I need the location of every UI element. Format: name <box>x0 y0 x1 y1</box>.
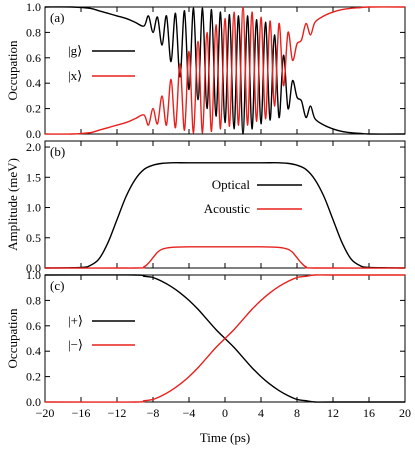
panel-c-label: (c) <box>50 278 64 293</box>
y-tick-label: 2.0 <box>26 140 41 154</box>
x-tick-label: 12 <box>327 406 339 420</box>
x-tick-label: 20 <box>399 406 411 420</box>
y-tick-label: 0.4 <box>26 344 41 358</box>
y-tick-label: 0.0 <box>26 261 41 275</box>
y-tick-label: 0.8 <box>26 293 41 307</box>
series-line-b-2 <box>44 246 406 269</box>
y-tick-label: 1.5 <box>26 170 41 184</box>
x-tick-label: 4 <box>258 406 264 420</box>
legend-optical-label: Optical <box>212 177 251 192</box>
panel-a: 0.0 0.2 0.4 0.6 0.8 1.0 (a) Occupation |g⟩ |x… <box>5 0 406 141</box>
panel-a-series <box>44 6 406 135</box>
y-tick-label: 1.0 <box>26 0 41 14</box>
x-tick-label: −8 <box>147 406 160 420</box>
series-line-a-1 <box>44 6 406 135</box>
series-line-b-1 <box>44 162 406 269</box>
y-tick-label: 0.0 <box>26 395 41 409</box>
x-tick-label: 16 <box>363 406 375 420</box>
legend-x-label: |x⟩ <box>68 68 82 83</box>
panel-b-ylabel: Amplitude (meV) <box>5 158 20 251</box>
legend-g-label: |g⟩ <box>68 43 82 58</box>
panel-b-label: (b) <box>50 144 65 159</box>
y-tick-label: 0.2 <box>26 370 41 384</box>
panel-a-legend: |g⟩ |x⟩ <box>68 43 135 83</box>
x-tick-label: −4 <box>183 406 196 420</box>
panel-c: −20 −16 −12 −8 −4 0 4 8 12 16 20 0.0 0.2 0.4 0.6 0.8 1.0… <box>5 268 411 420</box>
x-axis-title: Time (ps) <box>200 430 250 445</box>
panel-a-label: (a) <box>50 10 64 25</box>
panel-c-legend: |+⟩ |−⟩ <box>68 313 135 352</box>
panel-a-ticks: 0.0 0.2 0.4 0.6 0.8 1.0 <box>26 0 406 141</box>
series-line-c-2 <box>44 274 405 403</box>
y-tick-label: 0.8 <box>26 25 41 39</box>
y-tick-label: 0.5 <box>26 231 41 245</box>
panel-b-legend: Optical Acoustic <box>204 177 302 216</box>
panel-b-series <box>44 162 406 269</box>
legend-acoustic-label: Acoustic <box>204 201 250 216</box>
panel-c-series <box>44 274 405 403</box>
y-tick-label: 0.2 <box>26 102 41 116</box>
y-tick-label: 0.6 <box>26 319 41 333</box>
y-tick-label: 1.0 <box>26 268 41 282</box>
x-tick-label: 8 <box>294 406 300 420</box>
legend-minus-label: |−⟩ <box>68 337 83 352</box>
y-tick-label: 0.0 <box>26 127 41 141</box>
panel-a-ylabel: Occupation <box>5 40 20 100</box>
legend-plus-label: |+⟩ <box>68 313 83 328</box>
panel-a-frame <box>44 6 406 135</box>
y-tick-label: 0.6 <box>26 51 41 65</box>
x-tick-label: −16 <box>72 406 91 420</box>
x-tick-label: −12 <box>108 406 127 420</box>
y-tick-label: 1.0 <box>26 201 41 215</box>
panel-c-ylabel: Occupation <box>5 308 20 368</box>
panel-b: 0.0 0.5 1.0 1.5 2.0 (b) Amplitude (meV) Opti… <box>5 140 406 275</box>
series-line-a-2 <box>44 6 406 135</box>
series-line-c-1 <box>44 274 405 403</box>
x-tick-label: 0 <box>222 406 228 420</box>
y-tick-label: 0.4 <box>26 76 41 90</box>
x-tick-label: −20 <box>36 406 55 420</box>
